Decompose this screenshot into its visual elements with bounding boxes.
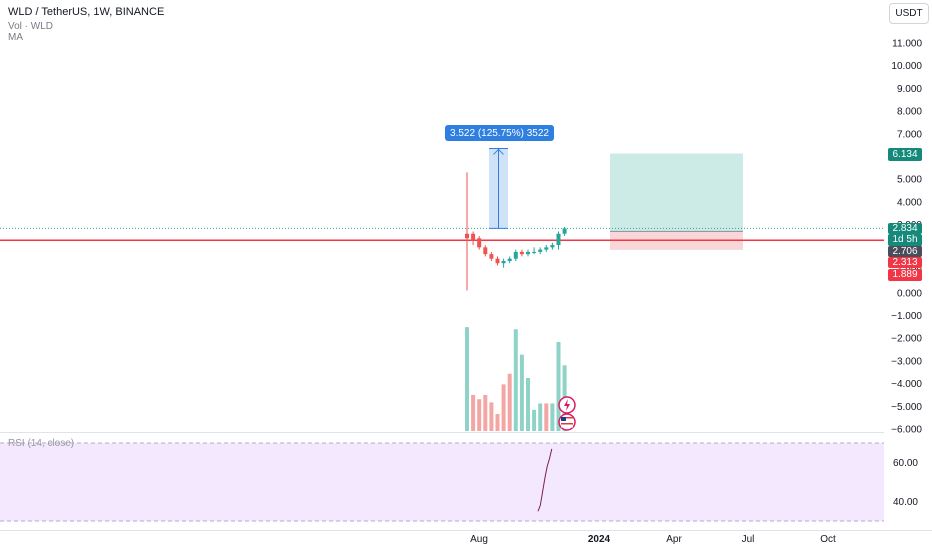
volume-bar	[489, 402, 494, 431]
measure-label: 3.522 (125.75%) 3522	[445, 125, 554, 141]
candle-body	[495, 258, 500, 264]
flag-stripe	[561, 417, 573, 419]
candle-body	[538, 249, 543, 252]
candle-body	[483, 247, 488, 255]
countdown-badge: 1d 5h	[888, 234, 922, 246]
price-tick-label: −4.000	[891, 379, 922, 390]
us-flag-event-icon	[558, 413, 576, 431]
candle-body	[501, 260, 506, 264]
price-tick-label: 8.000	[897, 107, 922, 118]
candle-body	[477, 238, 482, 248]
price-tick-label: 4.000	[897, 197, 922, 208]
volume-indicator-label[interactable]: Vol · WLD	[8, 21, 54, 32]
rsi-tick-label: 60.00	[893, 458, 918, 469]
symbol-title[interactable]: WLD / TetherUS, 1W, BINANCE	[8, 6, 165, 18]
measure-arrow-head	[493, 148, 504, 155]
time-tick-label: Jul	[742, 534, 755, 545]
time-tick-label: Apr	[666, 534, 682, 545]
volume-bar	[501, 384, 506, 431]
current-price-badge: 2.834	[888, 223, 922, 234]
flag-stripe	[561, 426, 573, 428]
candle-body	[471, 233, 476, 241]
volume-bar	[532, 409, 537, 431]
price-tick-label: −6.000	[891, 425, 922, 436]
target-price-badge: 6.134	[888, 148, 922, 161]
currency-button[interactable]: USDT	[889, 3, 929, 24]
ma-indicator-label[interactable]: MA	[8, 32, 23, 43]
candle-body	[507, 258, 512, 261]
volume-bar	[513, 329, 518, 431]
price-tick-label: 9.000	[897, 84, 922, 95]
price-tick-label: −5.000	[891, 402, 922, 413]
candle-body	[489, 254, 494, 259]
candle-body	[519, 251, 524, 255]
candle-body	[556, 233, 561, 246]
volume-bar	[519, 354, 524, 431]
price-tick-label: 5.000	[897, 175, 922, 186]
time-tick-label: 2024	[588, 534, 611, 545]
level-price-badge: 2.313	[888, 257, 922, 268]
target-zone	[610, 153, 743, 232]
candle-body	[513, 251, 518, 259]
volume-bar	[465, 327, 469, 431]
volume-bar	[507, 373, 512, 431]
candle-body	[532, 251, 537, 253]
price-tick-label: −2.000	[891, 334, 922, 345]
volume-bar	[538, 403, 543, 431]
entry-price-badge: 2.706	[888, 246, 922, 257]
time-tick-label: Aug	[470, 534, 488, 545]
volume-bar	[544, 403, 549, 431]
volume-bar	[526, 378, 530, 431]
price-tick-label: 10.000	[891, 61, 922, 72]
price-tick-label: 7.000	[897, 129, 922, 140]
flag-stripe	[561, 420, 573, 422]
price-tick-label: −3.000	[891, 356, 922, 367]
volume-bar	[495, 414, 500, 431]
flag-stripe	[561, 423, 573, 425]
lightning-glyph	[564, 399, 570, 411]
rsi-indicator-label[interactable]: RSI (14, close)	[8, 438, 75, 449]
volume-bar	[550, 403, 555, 431]
price-tick-label: −1.000	[891, 311, 922, 322]
price-tick-label: 11.000	[892, 39, 922, 50]
volume-bar	[483, 394, 488, 431]
candle-body	[562, 228, 567, 234]
time-tick-label: Oct	[820, 534, 836, 545]
volume-bar	[471, 394, 476, 431]
rsi-tick-label: 40.00	[893, 497, 918, 508]
candle-body	[544, 247, 549, 250]
stop-price-badge: 1.889	[888, 269, 922, 281]
flag-canton	[561, 417, 566, 421]
rsi-band	[0, 443, 884, 521]
candle-body	[465, 233, 469, 239]
candle-body	[526, 251, 530, 255]
candle-body	[550, 245, 555, 248]
volume-bar	[477, 399, 482, 431]
price-tick-label: 0.000	[897, 288, 922, 299]
rsi-line	[537, 448, 553, 512]
volume-bar	[556, 341, 561, 431]
